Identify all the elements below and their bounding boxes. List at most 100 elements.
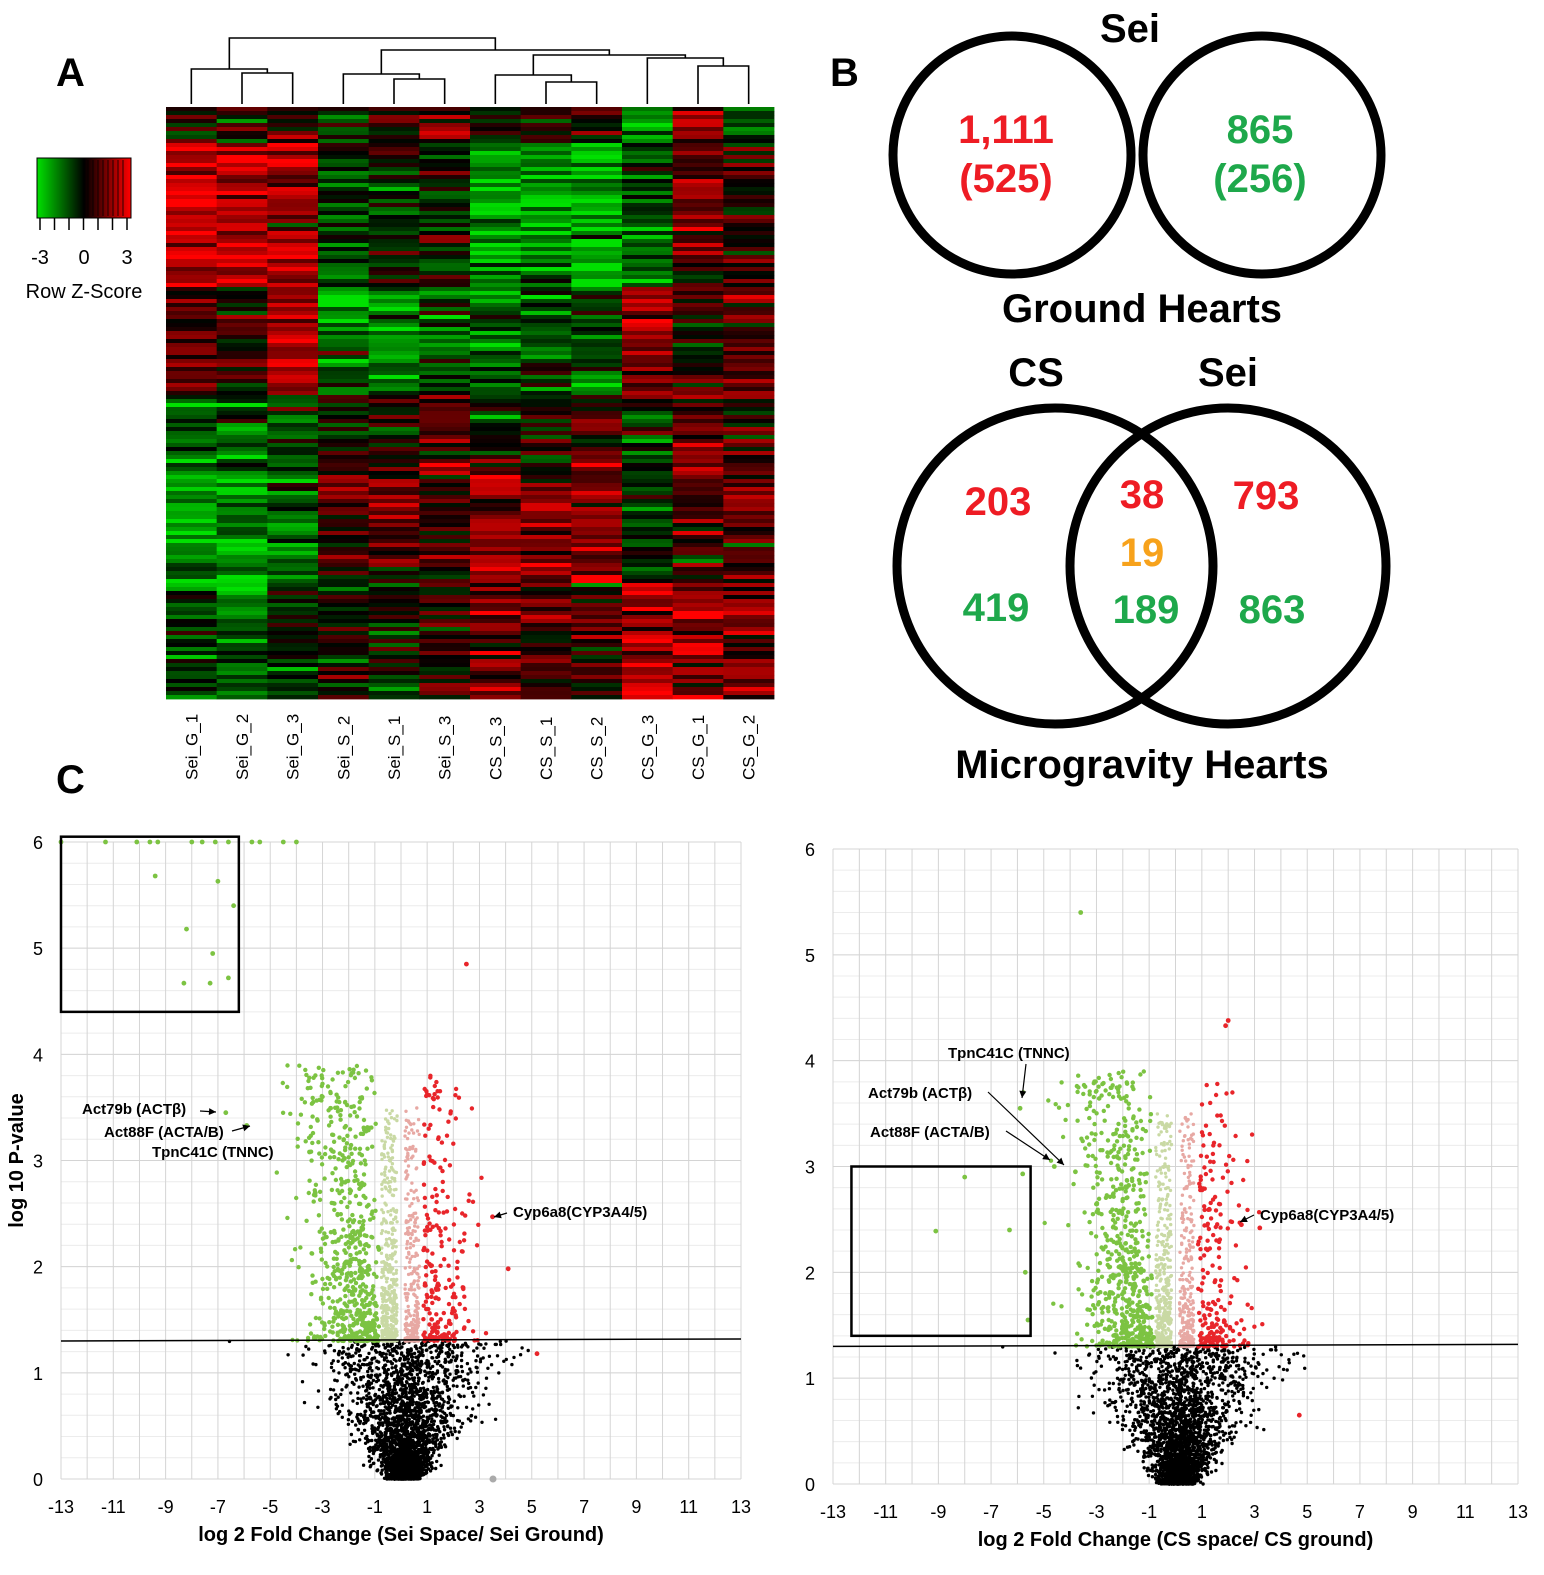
heatmap-cell bbox=[166, 243, 218, 248]
data-point bbox=[451, 1378, 455, 1382]
heatmap-cell bbox=[166, 351, 218, 356]
heatmap-cell bbox=[520, 579, 572, 584]
data-point bbox=[332, 1369, 336, 1373]
data-point bbox=[390, 1373, 394, 1378]
data-point bbox=[449, 1413, 453, 1417]
data-point bbox=[451, 1343, 455, 1348]
heatmap-cell bbox=[419, 479, 471, 484]
heatmap-cell bbox=[672, 603, 724, 608]
heatmap-cell bbox=[216, 239, 268, 244]
data-point bbox=[368, 1401, 372, 1406]
data-point bbox=[366, 1369, 370, 1374]
heatmap-cell bbox=[166, 259, 218, 264]
heatmap-cell bbox=[672, 187, 724, 192]
data-point bbox=[369, 1457, 374, 1461]
data-point bbox=[385, 1423, 389, 1427]
heatmap-cell bbox=[267, 223, 319, 228]
heatmap-cell bbox=[470, 291, 522, 296]
heatmap-cell bbox=[166, 451, 218, 456]
data-point bbox=[412, 1288, 417, 1292]
heatmap-cell bbox=[318, 127, 370, 132]
heatmap-cell bbox=[723, 543, 775, 548]
heatmap-cell bbox=[672, 535, 724, 540]
heatmap-cell bbox=[216, 663, 268, 668]
heatmap-cell bbox=[723, 115, 775, 120]
heatmap-cell bbox=[216, 587, 268, 592]
heatmap-cell bbox=[470, 167, 522, 172]
heatmap-cell bbox=[166, 191, 218, 196]
data-point bbox=[376, 1367, 381, 1371]
data-point bbox=[484, 1386, 488, 1391]
data-point bbox=[378, 1395, 382, 1400]
heatmap-cell bbox=[520, 407, 572, 412]
data-point bbox=[427, 1450, 431, 1454]
heatmap-cell bbox=[571, 567, 623, 572]
heatmap-cell bbox=[267, 491, 319, 496]
heatmap-cell bbox=[216, 255, 268, 260]
data-point bbox=[486, 1366, 490, 1371]
data-point bbox=[451, 1351, 455, 1355]
heatmap-cell bbox=[216, 543, 268, 548]
heatmap-cell bbox=[470, 195, 522, 200]
heatmap-cell bbox=[520, 591, 572, 596]
heatmap-cell bbox=[571, 219, 623, 224]
heatmap-cell bbox=[622, 491, 674, 496]
heatmap-cell bbox=[368, 319, 420, 324]
data-point bbox=[388, 1190, 392, 1194]
heatmap-cell bbox=[419, 291, 471, 296]
data-point bbox=[413, 1406, 417, 1410]
heatmap-cell bbox=[520, 487, 572, 492]
heatmap-cell bbox=[520, 347, 572, 352]
heatmap-cell bbox=[470, 275, 522, 280]
heatmap-cell bbox=[318, 435, 370, 440]
heatmap-cell bbox=[470, 115, 522, 120]
heatmap-cell bbox=[723, 467, 775, 472]
heatmap-cell bbox=[622, 299, 674, 304]
panel-label-c: C bbox=[56, 758, 85, 802]
heatmap-cell bbox=[368, 687, 420, 692]
data-point bbox=[454, 1369, 458, 1373]
heatmap-cell bbox=[470, 519, 522, 524]
data-point bbox=[475, 1354, 480, 1358]
heatmap-cell bbox=[368, 683, 420, 688]
heatmap-cell bbox=[368, 639, 420, 644]
heatmap-cell bbox=[419, 655, 471, 660]
heatmap-cell bbox=[216, 219, 268, 224]
heatmap-cell bbox=[267, 135, 319, 140]
data-point bbox=[354, 1378, 359, 1382]
heatmap-cell bbox=[166, 475, 218, 480]
heatmap-cell bbox=[470, 423, 522, 428]
data-point bbox=[359, 1377, 363, 1382]
heatmap-cell bbox=[622, 495, 674, 500]
heatmap-cell bbox=[419, 483, 471, 488]
heatmap-cell bbox=[723, 391, 775, 396]
heatmap-cell bbox=[267, 115, 319, 120]
heatmap-cell bbox=[166, 427, 218, 432]
heatmap-cell bbox=[470, 299, 522, 304]
heatmap-cell bbox=[622, 543, 674, 548]
data-point bbox=[421, 1421, 425, 1425]
heatmap-cell bbox=[368, 663, 420, 668]
data-point bbox=[393, 1365, 398, 1370]
heatmap-cell bbox=[267, 523, 319, 528]
data-point bbox=[407, 1457, 412, 1462]
data-point bbox=[348, 1369, 353, 1374]
heatmap-cell bbox=[470, 319, 522, 324]
heatmap-cell bbox=[470, 183, 522, 188]
heatmap-cell bbox=[419, 415, 471, 420]
heatmap-cell bbox=[216, 115, 268, 120]
heatmap-cell bbox=[571, 687, 623, 692]
data-point bbox=[428, 1423, 432, 1427]
heatmap-cell bbox=[368, 235, 420, 240]
heatmap-cell bbox=[318, 407, 370, 412]
heatmap-cell bbox=[622, 339, 674, 344]
venn-circle-cs bbox=[892, 403, 1218, 729]
heatmap-cell bbox=[368, 463, 420, 468]
heatmap-cell bbox=[216, 359, 268, 364]
heatmap-cell bbox=[216, 643, 268, 648]
data-point bbox=[419, 1397, 423, 1402]
heatmap-cell bbox=[672, 555, 724, 560]
heatmap-cell bbox=[368, 267, 420, 272]
heatmap-cell bbox=[723, 195, 775, 200]
heatmap-cell bbox=[571, 347, 623, 352]
